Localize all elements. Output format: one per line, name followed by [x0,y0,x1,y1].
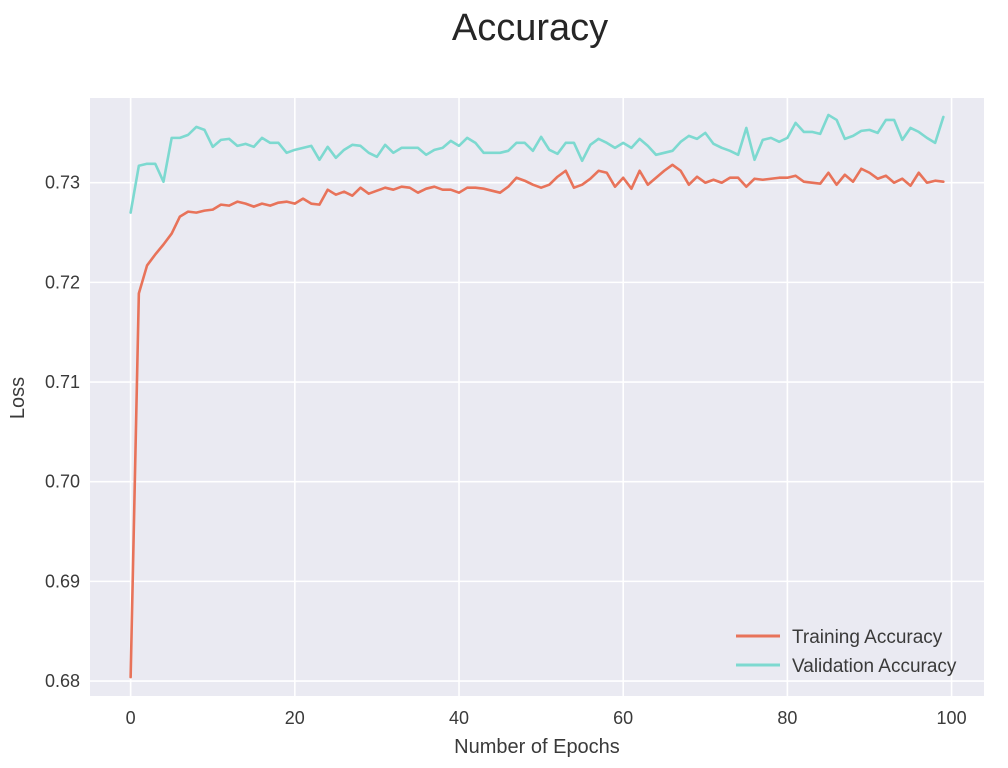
y-tick-label: 0.68 [45,671,80,691]
x-tick-label: 0 [126,708,136,728]
legend-label: Validation Accuracy [792,656,957,677]
y-tick-label: 0.72 [45,272,80,292]
y-tick-label: 0.70 [45,472,80,492]
series-layer [129,113,945,679]
x-tick-label: 40 [449,708,469,728]
x-axis-label: Number of Epochs [454,736,620,758]
chart-title: Accuracy [452,7,608,49]
legend-label: Training Accuracy [792,627,943,648]
y-axis-label: Loss [7,377,29,419]
grid-lines [90,98,984,696]
x-tick-label: 80 [777,708,797,728]
y-tick-label: 0.69 [45,571,80,591]
x-tick-label: 60 [613,708,633,728]
x-tick-label: 100 [937,708,967,728]
plot-area [90,98,984,696]
validation-accuracy-line [129,113,945,214]
legend: Training Accuracy Validation Accuracy [736,627,957,677]
training-accuracy-line [129,163,945,679]
tick-labels: 0 20 40 60 80 100 0.68 0.69 0.70 0.71 0.72 0.73 [45,173,967,728]
x-tick-label: 20 [285,708,305,728]
y-tick-label: 0.71 [45,372,80,392]
y-tick-label: 0.73 [45,173,80,193]
